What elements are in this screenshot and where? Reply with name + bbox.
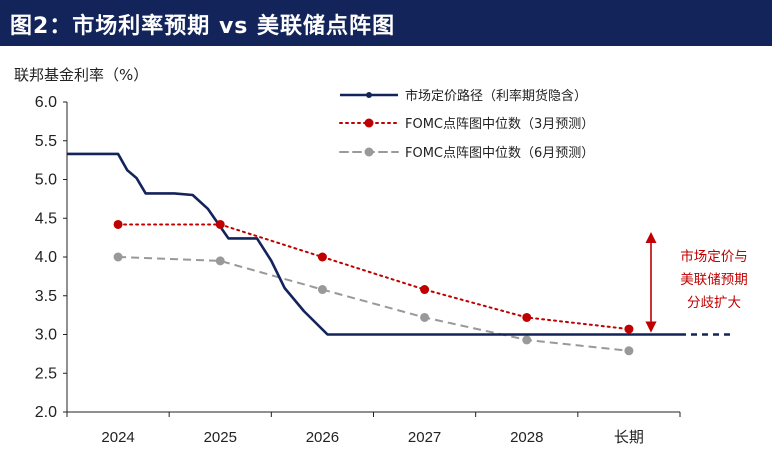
annotation-text-line: 美联储预期 bbox=[680, 272, 748, 288]
march-dot-point bbox=[420, 285, 430, 295]
annotation-text-line: 市场定价与 bbox=[680, 248, 748, 265]
march-dot-point bbox=[522, 312, 532, 322]
legend-marker-2 bbox=[364, 147, 374, 157]
june-dot-point bbox=[113, 252, 123, 262]
annotation-text-line: 分歧扩大 bbox=[687, 295, 741, 311]
chart-title: 图2：市场利率预期 vs 美联储点阵图 bbox=[10, 14, 396, 39]
y-axis-label: 联邦基金利率（%） bbox=[14, 66, 149, 84]
y-tick-label: 4.5 bbox=[35, 210, 57, 227]
x-tick-label: 2024 bbox=[101, 429, 134, 446]
x-tick-label: 2027 bbox=[408, 429, 441, 446]
y-tick-label: 3.0 bbox=[35, 327, 57, 344]
legend-marker-1 bbox=[364, 118, 374, 128]
y-tick-label: 5.0 bbox=[35, 172, 57, 189]
series-june-line bbox=[118, 256, 630, 352]
title-banner: 图2：市场利率预期 vs 美联储点阵图 bbox=[0, 0, 772, 46]
march-dot-point bbox=[317, 252, 327, 262]
june-dot-point bbox=[420, 312, 430, 322]
y-tick-label: 2.5 bbox=[35, 365, 57, 382]
y-tick-label: 4.0 bbox=[35, 249, 57, 266]
march-dot-point bbox=[215, 219, 225, 229]
june-dot-point bbox=[522, 335, 532, 345]
june-dot-point bbox=[215, 256, 225, 266]
legend-label-1: FOMC点阵图中位数（3月预测） bbox=[405, 117, 594, 132]
june-dot-point bbox=[624, 346, 634, 356]
march-dot-point bbox=[624, 324, 634, 334]
x-tick-label: 长期 bbox=[614, 429, 644, 446]
series-market-line bbox=[67, 152, 680, 336]
legend-marker-0 bbox=[366, 92, 372, 98]
y-tick-label: 3.5 bbox=[35, 288, 57, 305]
y-tick-label: 5.5 bbox=[35, 133, 57, 150]
march-dot-point bbox=[113, 219, 123, 229]
legend-label-2: FOMC点阵图中位数（6月预测） bbox=[405, 146, 594, 161]
june-dot-point bbox=[317, 285, 327, 295]
y-tick-label: 2.0 bbox=[35, 404, 57, 421]
x-tick-label: 2025 bbox=[204, 429, 237, 446]
x-tick-label: 2026 bbox=[306, 429, 339, 446]
y-tick-label: 6.0 bbox=[35, 94, 57, 111]
series-march-line bbox=[117, 223, 630, 331]
x-tick-label: 2028 bbox=[510, 429, 543, 446]
legend-label-0: 市场定价路径（利率期货隐含） bbox=[405, 88, 587, 104]
